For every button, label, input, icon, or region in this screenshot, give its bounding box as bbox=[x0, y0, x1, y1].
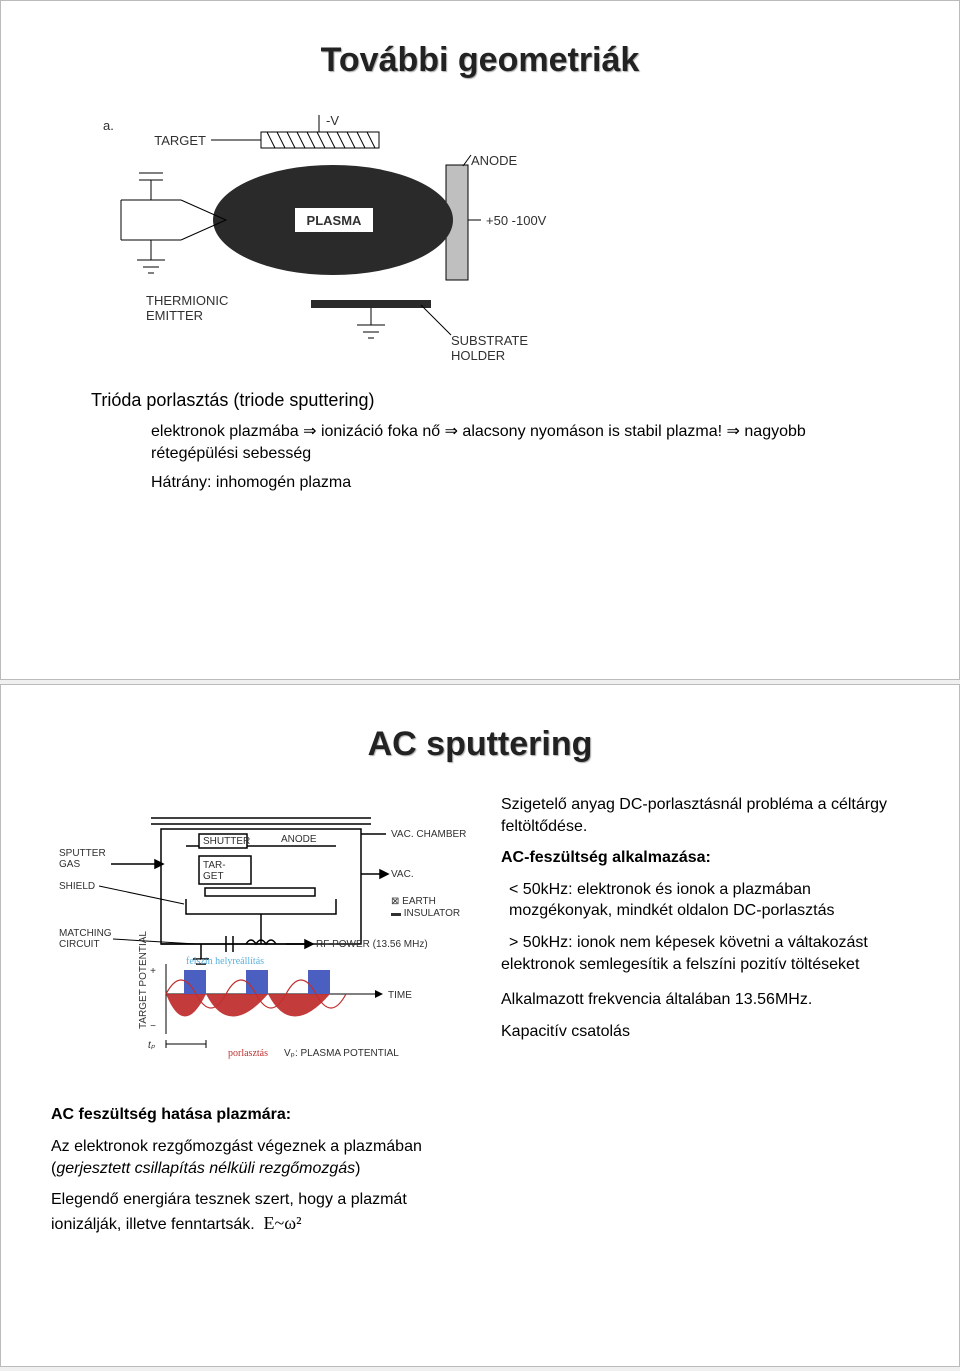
left-text: Az elektronok rezgőmozgást végeznek a pl… bbox=[51, 1136, 471, 1235]
lbl-time: TIME bbox=[388, 990, 412, 1001]
target-label: TARGET bbox=[154, 133, 206, 148]
lbl-anode: ANODE bbox=[281, 834, 317, 845]
emitter-label-1: THERMIONIC bbox=[146, 293, 228, 308]
left-p1: Az elektronok rezgőmozgást végeznek a pl… bbox=[51, 1136, 471, 1179]
voltage-label: +50 -100V bbox=[486, 213, 547, 228]
substrate-label-1: SUBSTRATE bbox=[451, 333, 528, 348]
ac-diagram-svg: SHUTTER ANODE VAC. CHAMBER VAC. TAR- GET… bbox=[51, 794, 471, 1094]
slide1-title: További geometriák bbox=[51, 41, 909, 80]
formula: E~ω² bbox=[264, 1213, 302, 1233]
slide1-subtitle: Trióda porlasztás (triode sputtering) bbox=[91, 390, 869, 411]
right-p3a: > 50kHz: ionok nem képesek követni a vál… bbox=[509, 932, 909, 954]
left-p2: Elegendő energiára tesznek szert, hogy a… bbox=[51, 1191, 407, 1233]
lbl-vac: VAC. bbox=[391, 869, 414, 880]
substrate-label-2: HOLDER bbox=[451, 348, 505, 363]
right-p1: Szigetelő anyag DC-porlasztásnál problém… bbox=[501, 794, 909, 837]
slide1-line1: elektronok plazmába ⇒ ionizáció foka nő … bbox=[151, 421, 849, 464]
right-p4: Alkalmazott frekvencia általában 13.56MH… bbox=[501, 989, 909, 1011]
lbl-target1: TAR- bbox=[203, 860, 226, 871]
anode-label: ANODE bbox=[471, 153, 518, 168]
v-label: -V bbox=[326, 113, 339, 128]
slide2-right-col: Szigetelő anyag DC-porlasztásnál problém… bbox=[501, 794, 909, 1245]
lbl-earth: ⊠ EARTH bbox=[391, 896, 436, 907]
left-p1b: gerjesztett csillapítás nélküli rezgőmoz… bbox=[56, 1160, 355, 1177]
lbl-red: porlasztás bbox=[228, 1048, 268, 1059]
left-p1c: ) bbox=[355, 1160, 360, 1177]
slide-2: AC sputtering bbox=[0, 684, 960, 1367]
lbl-sputter1: SPUTTER bbox=[59, 848, 106, 859]
slide1-body: elektronok plazmába ⇒ ionizáció foka nő … bbox=[151, 421, 849, 494]
left-p2-wrap: Elegendő energiára tesznek szert, hogy a… bbox=[51, 1189, 471, 1235]
lbl-shield: SHIELD bbox=[59, 881, 95, 892]
axis-plus: + bbox=[150, 966, 156, 977]
right-p5: Kapacitív csatolás bbox=[501, 1021, 909, 1043]
slide2-left-col: SHUTTER ANODE VAC. CHAMBER VAC. TAR- GET… bbox=[51, 794, 471, 1245]
lbl-insulator: ▬ INSULATOR bbox=[391, 908, 460, 919]
lbl-matching1: MATCHING bbox=[59, 928, 112, 939]
lbl-shutter: SHUTTER bbox=[203, 836, 250, 847]
slide1-line2: Hátrány: inhomogén plazma bbox=[151, 472, 849, 494]
lbl-rf: RF POWER (13.56 MHz) bbox=[316, 939, 428, 950]
plasma-label: PLASMA bbox=[307, 213, 363, 228]
lbl-target2: GET bbox=[203, 871, 224, 882]
emitter-label-2: EMITTER bbox=[146, 308, 203, 323]
lbl-blue: felszín helyreállítás bbox=[186, 956, 264, 967]
triode-svg: a. TARGET -V ANODE +50 -100V bbox=[51, 110, 611, 370]
lbl-sputter2: GAS bbox=[59, 859, 80, 870]
triode-diagram: a. TARGET -V ANODE +50 -100V bbox=[51, 110, 909, 370]
axis-minus: − bbox=[150, 1021, 156, 1032]
lbl-targetpot: TARGET POTENTIAL bbox=[138, 931, 149, 1029]
right-heading: AC-feszültség alkalmazása: bbox=[501, 847, 909, 869]
lbl-vp: Vₚ: PLASMA POTENTIAL bbox=[284, 1048, 399, 1059]
right-p2: < 50kHz: elektronok és ionok a plazmában… bbox=[509, 879, 909, 922]
lbl-tp: tₚ bbox=[148, 1040, 156, 1051]
lbl-vacchamber: VAC. CHAMBER bbox=[391, 829, 466, 840]
lbl-matching2: CIRCUIT bbox=[59, 939, 100, 950]
fig-letter: a. bbox=[103, 118, 114, 133]
slide2-title: AC sputtering bbox=[51, 725, 909, 764]
left-caption: AC feszültség hatása plazmára: bbox=[51, 1106, 471, 1124]
right-p3b: elektronok semlegesítik a felszíni pozit… bbox=[501, 954, 909, 976]
slide-1: További geometriák a. TARGET -V ANODE bbox=[0, 0, 960, 680]
